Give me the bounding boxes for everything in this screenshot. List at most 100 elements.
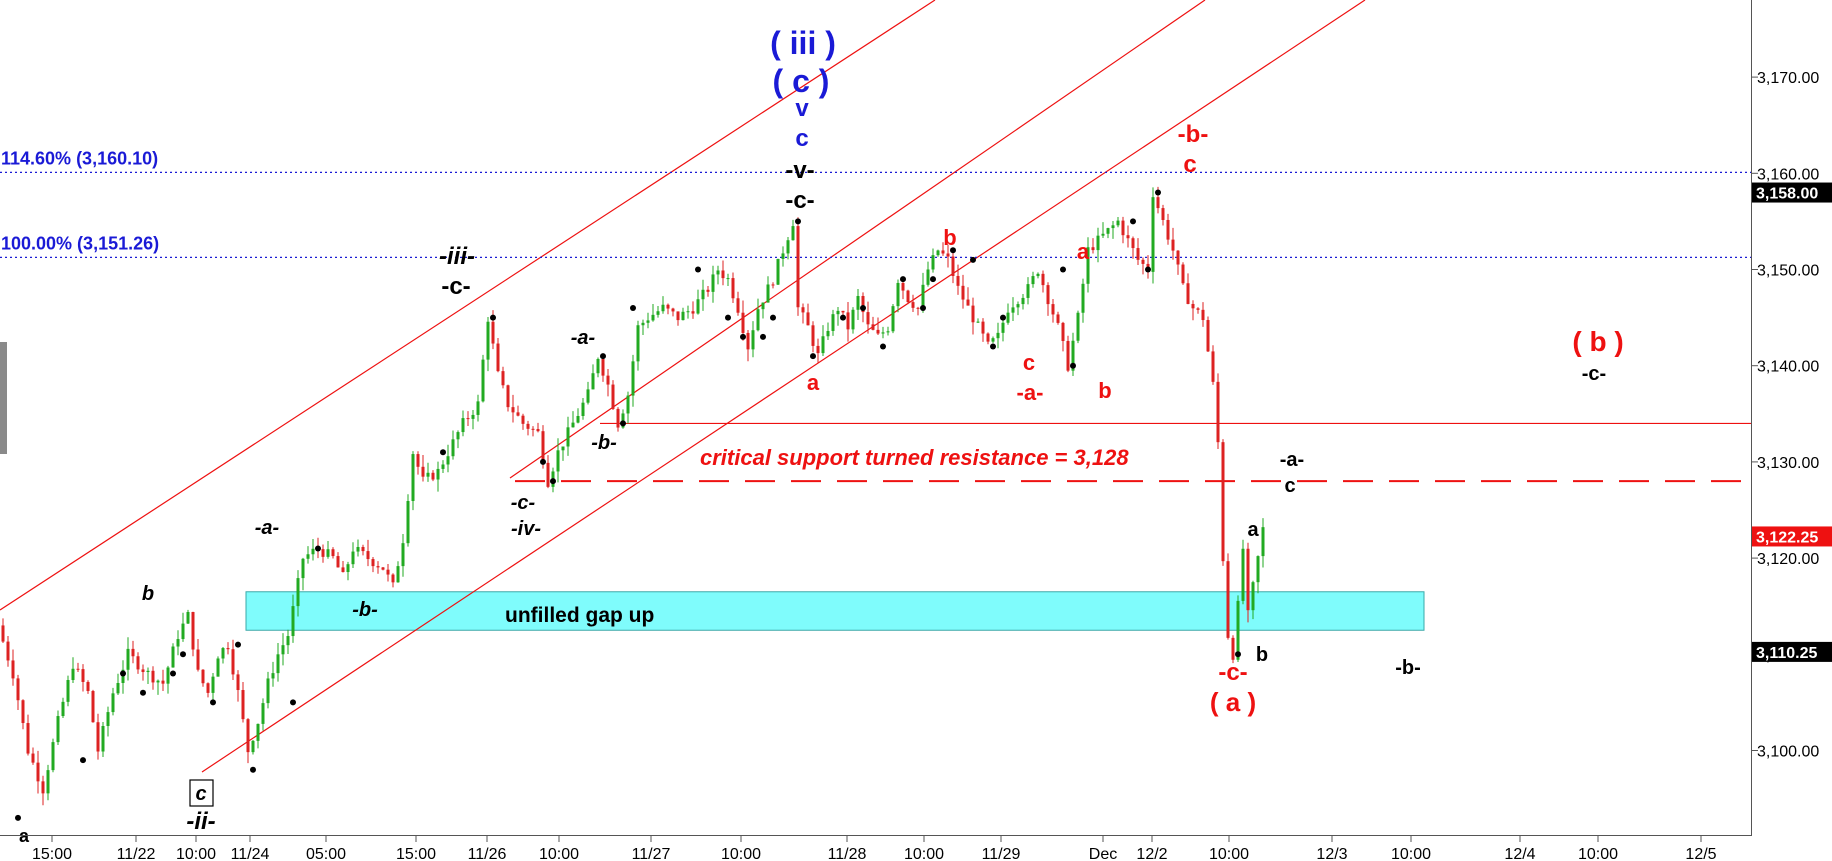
price-bar-body (946, 253, 950, 257)
price-bar-body (611, 384, 615, 409)
price-bar-body (1071, 340, 1075, 371)
price-bar-body (981, 321, 985, 334)
wave-a-dash-red-label: -a- (1017, 380, 1044, 405)
pivot-dot (930, 276, 936, 283)
price-bar-body (1076, 312, 1080, 341)
wave-b-dash-right-label: -b- (1395, 657, 1421, 679)
time-axis: 15:00 11/22 10:00 11/24 05:00 15:00 11/26 10:00… (0, 835, 1752, 861)
price-bar-body (251, 740, 255, 753)
price-bar-body (376, 566, 380, 568)
price-bar-body (881, 332, 885, 334)
price-bar-body (586, 389, 590, 403)
wave-a-dash-2-label: -a- (571, 327, 596, 349)
price-bar-body (1086, 247, 1090, 284)
price-bar-body (526, 423, 530, 429)
price-tick-label: 3,100.00 (1757, 744, 1819, 761)
price-bar-body (186, 612, 190, 624)
price-bar-body (331, 549, 335, 557)
wave-a-red-2-label: a (1077, 239, 1090, 264)
pivot-dot (180, 651, 186, 658)
price-bar-body (891, 306, 895, 332)
price-bar-body (1201, 309, 1205, 321)
price-bar-body (66, 680, 70, 702)
price-bar-body (701, 289, 705, 300)
price-bar-body (681, 311, 685, 321)
price-bar-body (311, 548, 315, 555)
price-bar-body (161, 680, 165, 684)
price-bar-body (31, 753, 35, 763)
price-bar-body (1066, 341, 1070, 371)
left-scroll-tab[interactable] (0, 342, 7, 454)
price-bar-body (531, 428, 535, 430)
wave-c-paren-label: ( c ) (773, 63, 830, 99)
price-bar-body (571, 422, 575, 428)
price-bar-body (261, 703, 265, 724)
price-bar-body (1221, 442, 1225, 562)
price-bar-body (766, 284, 770, 303)
price-bar-body (1036, 273, 1040, 277)
pivot-dot (440, 449, 446, 456)
pivot-dot (15, 814, 21, 821)
pivot-dot (920, 304, 926, 311)
price-bar-body (21, 700, 25, 724)
price-bar-body (36, 762, 40, 782)
time-tick-label: 11/24 (231, 846, 270, 861)
price-bar-body (521, 415, 525, 424)
price-bar-body (396, 566, 400, 583)
price-bar-body (1161, 208, 1165, 220)
pivot-dot (250, 766, 256, 773)
price-bar-body (756, 309, 760, 331)
price-bar-body (706, 289, 710, 292)
price-bar-body (581, 402, 585, 416)
price-bar-body (1241, 548, 1245, 601)
price-bar-body (421, 466, 425, 477)
price-bar-body (356, 546, 360, 552)
price-bar-body (1126, 235, 1130, 239)
price-bar-body (441, 464, 445, 469)
price-bar-body (401, 543, 405, 567)
price-bar-body (576, 415, 580, 423)
price-bar-body (846, 312, 850, 330)
wave-iv-dash-label: -iv- (511, 518, 541, 540)
price-bar-body (561, 446, 565, 451)
pivot-dot (1130, 218, 1136, 225)
price-bar-body (886, 331, 890, 333)
time-tick-label: 10:00 (1578, 846, 1618, 861)
price-bar-body (306, 554, 310, 559)
price-bar-body (281, 645, 285, 655)
price-bar-body (461, 418, 465, 433)
price-bar-body (206, 683, 210, 693)
price-bar-body (1136, 248, 1140, 260)
price-bar-body (776, 258, 780, 285)
pivot-dot (770, 314, 776, 321)
price-bar-body (146, 670, 150, 673)
price-bar-body (726, 278, 730, 280)
pivot-dots (15, 189, 1241, 821)
price-bar-body (816, 345, 820, 354)
price-bar-body (876, 329, 880, 334)
price-bar-body (601, 359, 605, 376)
price-bar-body (1186, 283, 1190, 304)
price-bar-body (556, 450, 560, 472)
pivot-dot (725, 314, 731, 321)
price-bar-body (716, 270, 720, 275)
pivot-dot (810, 353, 816, 360)
time-tick-label: 10:00 (176, 846, 216, 861)
price-bar-body (266, 678, 270, 704)
price-bar-body (516, 412, 520, 416)
price-bar-body (831, 314, 835, 331)
price-axis: 3,100.003,110.003,120.003,130.003,140.00… (1751, 0, 1832, 835)
price-bar-body (736, 298, 740, 313)
pivot-dot (540, 458, 546, 465)
wave-c-blue-label: c (795, 125, 808, 152)
price-bar-body (131, 648, 135, 657)
price-bar-body (506, 385, 510, 408)
price-bar-body (1041, 273, 1045, 286)
time-tick-label: Dec (1089, 846, 1117, 861)
price-bar-body (676, 311, 680, 321)
price-bar-body (221, 648, 225, 659)
price-bar-body (1006, 312, 1010, 323)
wave-c-right-label: c (1284, 475, 1295, 497)
price-bar-body (1116, 220, 1120, 226)
